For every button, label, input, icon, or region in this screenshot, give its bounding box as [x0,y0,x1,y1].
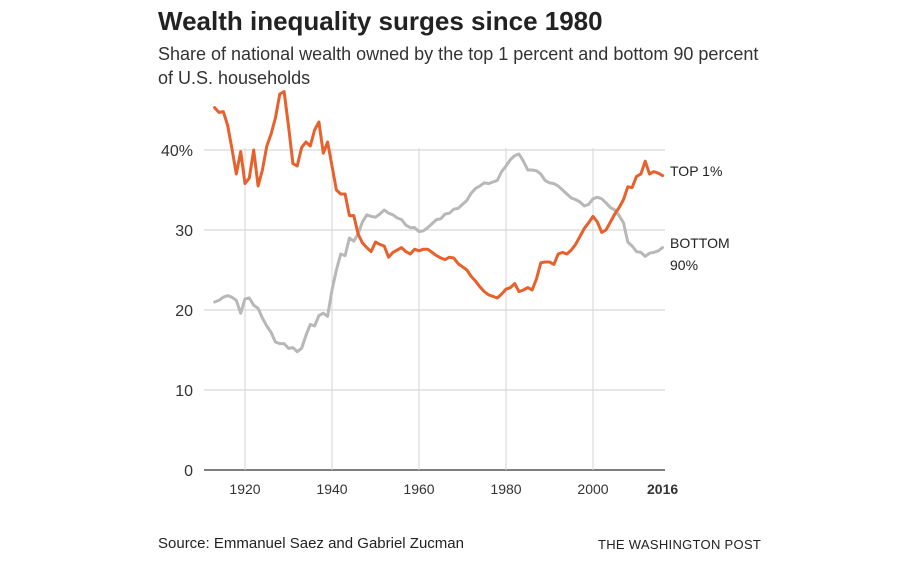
y-tick-label: 10 [175,383,193,400]
series-labels: TOP 1% BOTTOM 90% [670,163,730,273]
publisher-credit: THE WASHINGTON POST [598,537,762,552]
chart-title: Wealth inequality surges since 1980 [158,6,603,36]
x-tick-label: 1920 [229,481,260,497]
y-tick-label: 30 [175,223,193,240]
series-line-bottom-90 [213,152,665,354]
series-label: TOP 1% [670,163,722,179]
x-tick-label: 1940 [316,481,347,497]
grid-lines [204,148,665,471]
y-tick-label: 20 [175,303,193,320]
series-label: BOTTOM [670,235,730,251]
series-line-top-1 [213,90,665,300]
series-label: 90% [670,257,698,273]
axis-ticks: 0 10 20 30 40% 1920 1940 1960 1980 2000 2016 [161,143,678,497]
x-tick-label: 2000 [577,481,608,497]
x-tick-label: 1960 [403,481,434,497]
series-lines [213,90,665,354]
source-note: Source: Emmanuel Saez and Gabriel Zucman [158,535,464,552]
x-tick-label: 1980 [490,481,521,497]
x-tick-label: 2016 [647,481,678,497]
y-tick-label: 40% [161,143,193,160]
chart-subtitle: Share of national wealth owned by the to… [158,44,759,88]
y-tick-label: 0 [184,463,193,480]
